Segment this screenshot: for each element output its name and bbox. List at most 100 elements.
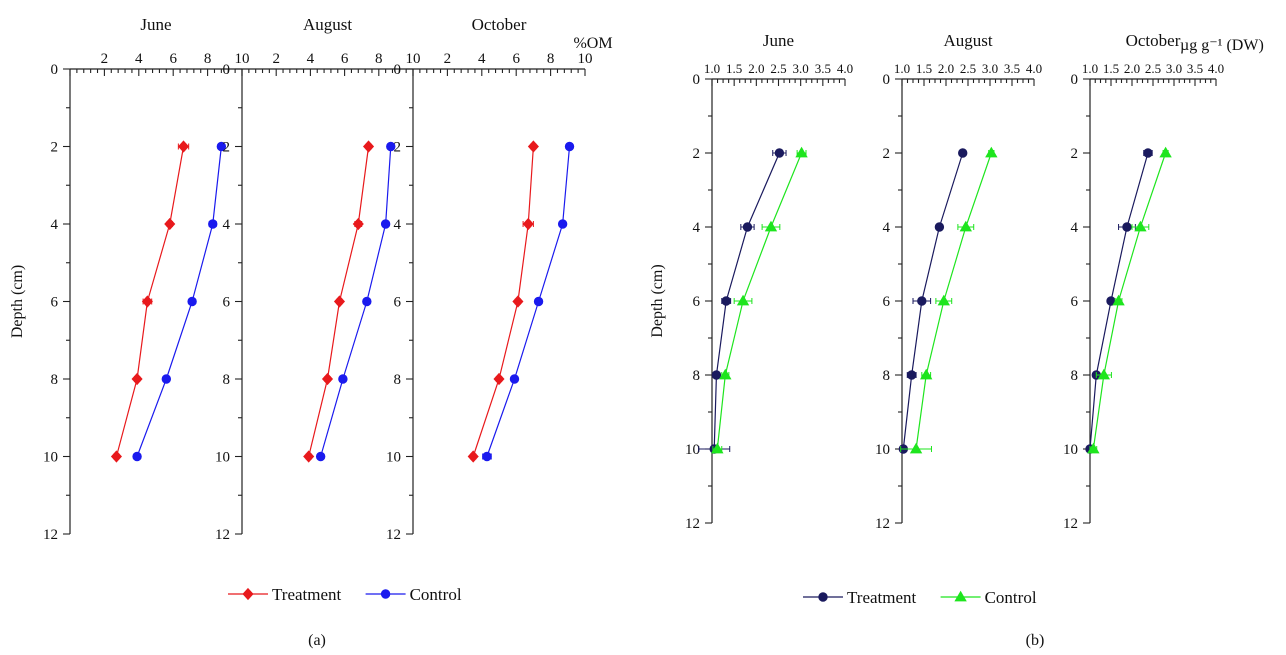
data-point — [164, 217, 176, 231]
x-tick-label: 1.0 — [704, 61, 720, 76]
series-line — [320, 146, 392, 457]
month-title: August — [303, 15, 352, 34]
data-point — [774, 148, 785, 158]
data-point — [380, 219, 391, 229]
y-tick-label: 4 — [693, 220, 701, 236]
x-tick-label: 6 — [341, 51, 349, 67]
y-tick-label: 2 — [223, 140, 231, 156]
data-point — [917, 296, 927, 306]
y-tick-label: 10 — [386, 450, 401, 466]
x-tick-label: 10 — [578, 51, 593, 67]
y-tick-label: 0 — [394, 62, 402, 78]
x-tick-label: 8 — [547, 51, 555, 67]
x-tick-label: 3.0 — [982, 61, 998, 76]
y-tick-label: 8 — [223, 372, 231, 388]
x-tick-label: 2 — [101, 51, 109, 67]
data-point — [131, 372, 143, 386]
data-point — [1087, 442, 1100, 454]
data-point — [216, 141, 227, 152]
series-control — [711, 146, 808, 454]
y-tick-label: 6 — [1071, 294, 1079, 310]
legend-item-treatment: Treatment — [803, 588, 917, 607]
month-title: October — [472, 15, 527, 34]
data-point — [482, 451, 492, 462]
data-point — [512, 295, 524, 308]
x-tick-label: 3.5 — [815, 61, 831, 76]
data-point — [110, 450, 122, 463]
y-tick-label: 6 — [394, 295, 402, 311]
series-treatment — [110, 140, 190, 463]
x-tick-label: 10 — [235, 51, 250, 67]
series-treatment — [467, 140, 539, 463]
data-point — [934, 222, 945, 232]
data-point — [721, 296, 731, 306]
data-point — [132, 451, 142, 462]
month-title: August — [943, 31, 992, 50]
data-point — [920, 368, 933, 380]
series-control — [132, 141, 227, 462]
x-tick-label: 3.0 — [1166, 61, 1182, 76]
data-point — [509, 374, 520, 384]
subplot-august: August 1.0 1.5 2.0 2.5 3.0 3.5 4.0 0 2 4 6 8 10 12 — [875, 31, 1042, 532]
legend-label: Treatment — [272, 585, 342, 604]
y-tick-label: 12 — [386, 527, 401, 543]
y-tick-label: 4 — [1071, 220, 1079, 236]
legend-marker — [818, 592, 828, 602]
data-point — [333, 295, 346, 308]
y-tick-label: 6 — [51, 295, 59, 311]
data-point — [1097, 368, 1111, 380]
legend: Treatment Control — [803, 588, 1037, 607]
x-tick-label: 3.0 — [793, 61, 809, 76]
series-treatment — [898, 148, 968, 454]
data-point — [711, 442, 724, 454]
legend: Treatment Control — [228, 585, 462, 604]
month-title: June — [763, 31, 794, 50]
legend-item-treatment: Treatment — [228, 585, 342, 604]
x-tick-label: 4 — [478, 51, 486, 67]
data-point — [208, 219, 218, 229]
y-tick-label: 12 — [1063, 516, 1078, 532]
subplot-october: October 1.0 1.5 2.0 2.5 3.0 3.5 4.0 0 2 4 6 8 10 12 — [1063, 31, 1224, 532]
y-tick-label: 4 — [883, 220, 891, 236]
data-point — [764, 220, 778, 232]
x-tick-label: 1.0 — [1082, 61, 1098, 76]
legend-marker — [380, 589, 391, 599]
data-point — [736, 294, 750, 306]
y-tick-label: 12 — [685, 516, 700, 532]
y-tick-label: 2 — [51, 140, 59, 156]
data-point — [557, 219, 568, 229]
y-axis-title: Depth (cm) — [649, 264, 666, 337]
x-tick-label: 2.5 — [960, 61, 976, 76]
x-tick-label: 8 — [375, 51, 383, 67]
y-tick-label: 12 — [43, 527, 58, 543]
x-tick-label: 2.0 — [748, 61, 764, 76]
y-tick-label: 0 — [223, 62, 231, 78]
data-point — [958, 148, 968, 158]
legend-item-control: Control — [940, 588, 1037, 607]
y-tick-label: 10 — [1063, 442, 1078, 458]
data-point — [1143, 148, 1153, 158]
data-point — [187, 296, 197, 307]
legend-item-control: Control — [365, 585, 462, 604]
data-point — [937, 294, 950, 306]
x-tick-label: 6 — [512, 51, 520, 67]
x-tick-label: 3.5 — [1187, 61, 1203, 76]
x-tick-label: 4.0 — [1026, 61, 1042, 76]
legend-label: Control — [985, 588, 1037, 607]
data-point — [533, 296, 544, 307]
data-point — [315, 451, 326, 462]
x-tick-label: 1.5 — [1103, 61, 1119, 76]
y-tick-label: 8 — [883, 368, 891, 384]
series-line — [902, 152, 964, 450]
x-tick-label: 1.5 — [916, 61, 932, 76]
y-tick-label: 2 — [883, 146, 891, 162]
y-tick-label: 0 — [693, 72, 701, 88]
series-control — [315, 141, 396, 462]
data-point — [362, 296, 372, 307]
x-tick-label: 2 — [444, 51, 452, 67]
data-point — [906, 370, 917, 380]
series-control — [1087, 146, 1172, 454]
